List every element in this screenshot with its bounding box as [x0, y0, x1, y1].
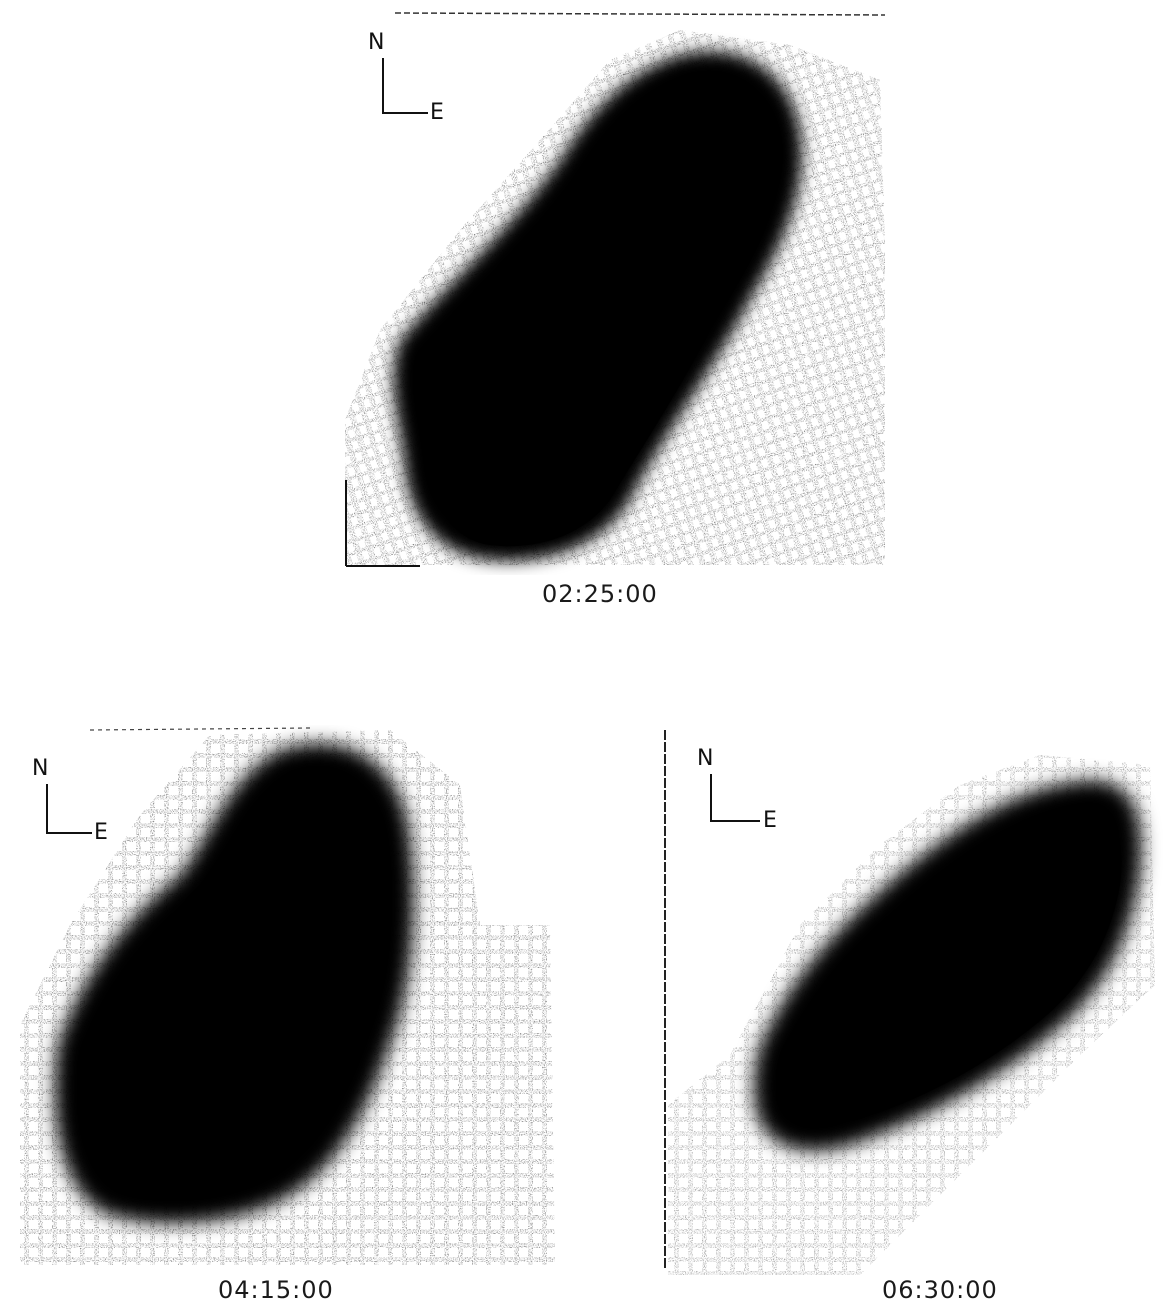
blob-image-0225 [345, 12, 886, 567]
compass-east-label: E [94, 820, 108, 845]
compass-east-label: E [430, 100, 444, 125]
compass-north-axis [710, 774, 712, 822]
compass-north-axis [46, 784, 48, 834]
compass-east-axis [710, 820, 760, 822]
compass-east-axis [46, 832, 92, 834]
panel-0415 [10, 725, 570, 1270]
compass-east-label: E [763, 808, 777, 833]
panel-0225 [340, 0, 900, 575]
panel-0630 [660, 725, 1165, 1285]
compass-east-axis [382, 112, 428, 114]
blob-image-0630 [664, 730, 1155, 1275]
blob-image-0415 [20, 727, 555, 1265]
compass-north-axis [382, 58, 384, 114]
timestamp-0630: 06:30:00 [882, 1276, 998, 1304]
compass-north-label: N [697, 746, 714, 771]
compass-north-label: N [368, 30, 385, 55]
compass-north-label: N [32, 756, 49, 781]
timestamp-0225: 02:25:00 [542, 580, 658, 608]
timestamp-0415: 04:15:00 [218, 1276, 334, 1304]
